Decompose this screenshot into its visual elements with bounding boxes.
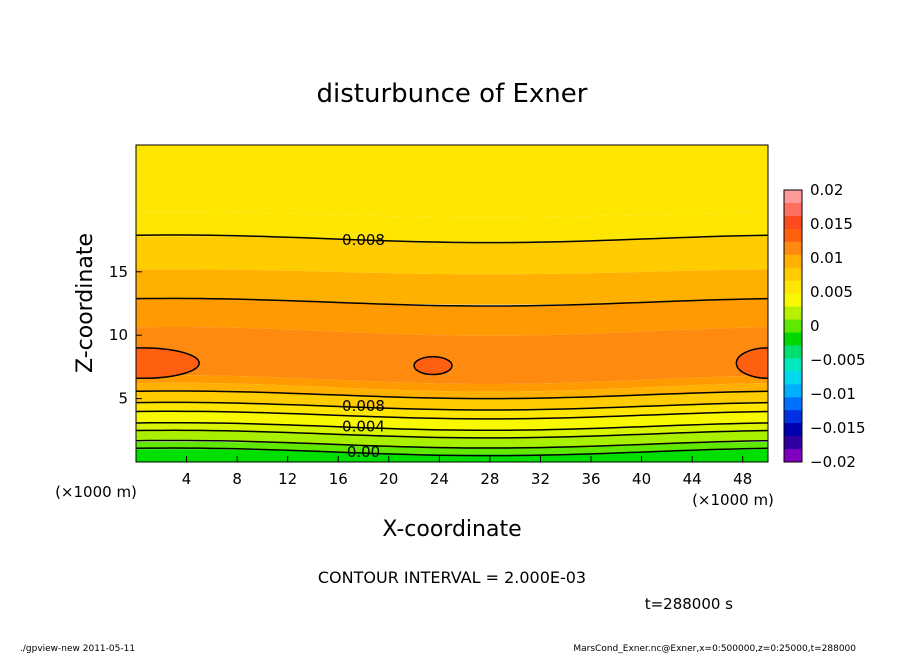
colorbar-swatch [784,228,802,243]
time-text: t=288000 s [645,595,733,613]
colorbar-swatch [784,371,802,385]
contour-band [136,326,768,385]
x-tick-label: 8 [232,470,242,488]
contour-band [136,429,768,449]
contour-label: 0.004 [342,417,385,435]
colorbar-swatch [784,410,802,424]
y-axis-ticks: 5 10 15 [109,263,142,408]
y-tick-label: 5 [118,390,128,408]
colorbar-swatch [784,306,802,321]
colorbar-label: −0.015 [810,419,866,437]
contour-band [136,297,768,336]
colorbar-label: −0.02 [810,453,856,471]
colorbar-label: −0.01 [810,385,856,403]
colorbar-label: 0.015 [810,215,853,233]
colorbar-label: 0.005 [810,283,853,301]
colorbar-label: 0 [810,317,820,335]
colorbar-swatch [784,190,802,204]
contour-line [136,429,768,439]
colorbar-swatch [784,319,802,333]
x-tick-label: 12 [278,470,297,488]
contour-core [136,347,200,380]
contour-line [136,390,768,400]
contour-line [136,421,768,432]
contour-core [735,347,768,380]
colorbar-swatch [784,202,802,217]
colorbar: 0.02 0.015 0.01 0.005 0 −0.005 −0.01 −0.015 −0.0… [783,181,866,471]
colorbar-swatch [784,397,802,411]
colorbar-swatch [784,332,802,346]
contour-band [136,410,768,431]
chart-title: disturbunce of Exner [317,79,588,109]
colorbar-swatch [784,423,802,437]
colorbar-label: 0.01 [810,249,843,267]
x-tick-label: 44 [683,470,702,488]
colorbar-swatch [784,254,802,269]
x-tick-label: 28 [480,470,499,488]
x-tick-label: 48 [733,470,752,488]
contour-band [136,236,768,275]
contour-line [136,401,768,411]
footer-right: MarsCond_Exner.nc@Exner,x=0:500000,z=0:2… [573,644,856,654]
contour-band [136,382,768,400]
contour-band [136,390,768,411]
x-unit-left: (×1000 m) [55,483,137,501]
contour-band [136,401,768,420]
contour-line [136,447,768,457]
colorbar-swatch [784,436,802,450]
contour-interval-text: CONTOUR INTERVAL = 2.000E-03 [318,568,586,587]
contour-core [413,356,453,376]
contour-label: 0.00 [347,443,380,461]
colorbar-swatch [784,241,802,256]
contour-band [136,212,768,242]
footer-left: ./gpview-new 2011-05-11 [20,644,135,654]
x-tick-label: 40 [632,470,651,488]
y-axis-label: Z-coordinate [73,233,98,373]
x-tick-label: 36 [581,470,600,488]
x-axis-ticks: 4 8 12 16 20 24 28 32 36 40 44 48 [182,456,752,488]
colorbar-swatch [784,280,802,295]
x-tick-label: 24 [430,470,449,488]
x-tick-label: 4 [182,470,192,488]
x-tick-label: 20 [379,470,398,488]
colorbar-label: 0.02 [810,181,843,199]
contour-label: 0.008 [342,231,385,249]
colorbar-swatch [784,384,802,398]
colorbar-swatch [784,345,802,359]
colorbar-frame [783,189,803,463]
colorbar-swatch [784,449,802,463]
colorbar-label: −0.005 [810,351,866,369]
contour-label: 0.008 [342,397,385,415]
y-tick-label: 10 [109,326,128,344]
contour-fill [136,145,768,462]
contour-band [136,375,768,392]
contour-line [136,439,768,449]
contour-lines [136,234,768,457]
colorbar-swatch [784,293,802,308]
contour-band [136,145,768,218]
colorbar-swatch [784,267,802,282]
contour-band [136,269,768,305]
x-axis-label: X-coordinate [382,517,521,542]
colorbar-swatch [784,215,802,230]
x-tick-label: 32 [531,470,550,488]
contour-labels: 0.008 0.008 0.004 0.00 [342,231,385,461]
x-tick-label: 16 [329,470,348,488]
colorbar-swatch [784,358,802,372]
contour-line [136,234,768,244]
x-unit-right: (×1000 m) [692,491,774,509]
y-tick-label: 15 [109,263,128,281]
contour-band [136,422,768,439]
plot-frame [135,144,769,463]
contour-line [136,297,768,307]
contour-line [136,410,768,420]
